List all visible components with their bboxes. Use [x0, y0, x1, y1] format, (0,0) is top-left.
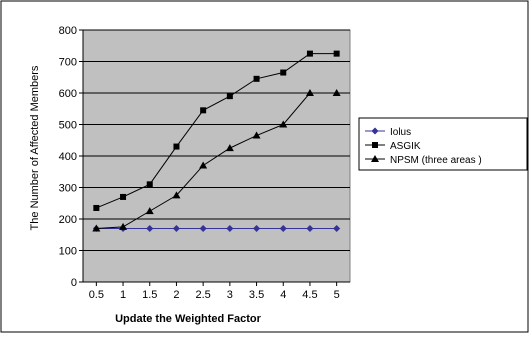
data-point	[119, 222, 128, 230]
legend-label: ASGIK	[390, 141, 421, 152]
data-point	[173, 143, 180, 150]
y-tick-label: 400	[59, 151, 77, 163]
legend-marker	[371, 127, 379, 135]
x-tick-label: 3.5	[249, 289, 264, 301]
series-line	[96, 92, 337, 229]
x-tick-label: 1.5	[142, 289, 157, 301]
x-tick-label: 2	[173, 289, 179, 301]
y-tick-label: 500	[59, 120, 77, 132]
data-point	[306, 50, 313, 57]
data-point	[225, 144, 234, 152]
y-tick-label: 100	[59, 246, 77, 258]
data-point	[172, 191, 181, 199]
x-tick-label: 1	[120, 289, 126, 301]
legend-label: NPSM (three areas )	[390, 155, 482, 166]
series-line	[96, 53, 337, 209]
legend: Iolus ASGIK NPSM (three areas )	[358, 117, 528, 171]
x-tick-label: 0.5	[89, 289, 104, 301]
data-point	[145, 207, 154, 215]
data-point	[280, 69, 287, 76]
y-tick-label: 600	[59, 88, 77, 100]
y-tick-label: 0	[71, 277, 77, 289]
data-point	[92, 224, 101, 232]
data-point	[332, 89, 341, 96]
x-axis-label: Update the Weighted Factor	[115, 313, 262, 325]
y-tick-label: 700	[59, 57, 77, 69]
y-tick-label: 200	[59, 214, 77, 226]
data-point	[226, 93, 233, 100]
data-point	[172, 224, 180, 232]
data-point	[93, 204, 100, 211]
data-point	[279, 224, 287, 232]
data-point	[252, 131, 261, 139]
legend-marker	[371, 155, 379, 162]
data-point	[253, 224, 261, 232]
x-tick-label: 3	[227, 289, 233, 301]
data-point	[333, 224, 341, 232]
data-point	[305, 89, 314, 96]
x-tick-label: 2.5	[196, 289, 211, 301]
y-axis-label: The Number of Affected Members	[29, 65, 41, 230]
data-point	[199, 161, 208, 169]
x-tick-label: 4	[280, 289, 286, 301]
data-point	[333, 50, 340, 57]
series-2	[92, 89, 341, 232]
data-point	[279, 120, 288, 128]
legend-entry: Iolus	[365, 127, 411, 138]
data-point	[306, 224, 314, 232]
y-tick-label: 300	[59, 183, 77, 195]
data-point	[200, 107, 207, 114]
data-point	[146, 181, 153, 188]
legend-label: Iolus	[390, 127, 411, 138]
x-tick-label: 4.5	[302, 289, 317, 301]
legend-marker	[372, 142, 378, 148]
legend-entry: ASGIK	[365, 141, 421, 152]
x-tick-label: 5	[334, 289, 340, 301]
y-tick-label: 800	[59, 25, 77, 37]
legend-entry: NPSM (three areas )	[365, 155, 482, 166]
data-point	[146, 224, 154, 232]
data-point	[199, 224, 207, 232]
legend-box	[358, 117, 528, 171]
data-point	[120, 193, 127, 200]
series-1	[93, 50, 340, 211]
data-point	[253, 75, 260, 82]
data-point	[226, 224, 234, 232]
